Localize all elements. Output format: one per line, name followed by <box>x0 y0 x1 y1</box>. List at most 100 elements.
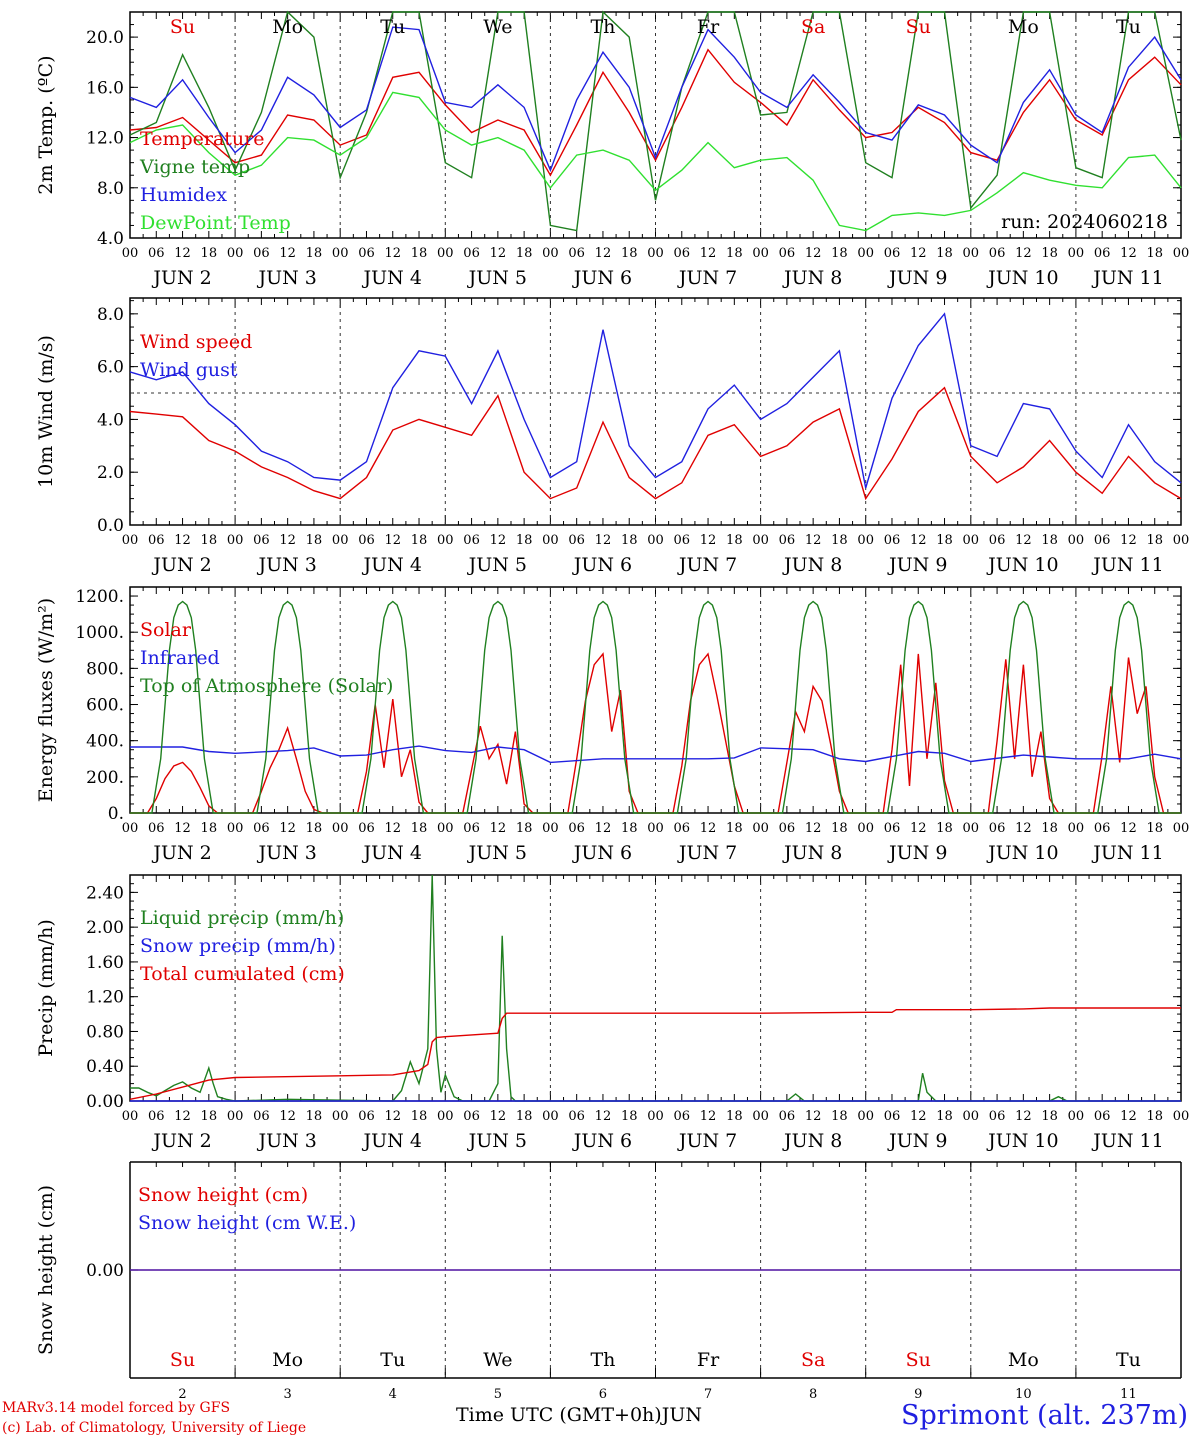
day-label: JUN 6 <box>572 554 632 576</box>
time-axis-title: Time UTC (GMT+0h)JUN <box>456 1404 702 1426</box>
hour-tick-label: 06 <box>674 533 691 548</box>
hour-tick-label: 12 <box>279 821 296 836</box>
day-label: JUN 2 <box>151 1130 211 1152</box>
hour-tick-label: 00 <box>1068 821 1085 836</box>
weekday-label: Tu <box>380 16 405 38</box>
hour-tick-label: 00 <box>227 246 244 261</box>
day-label: JUN 6 <box>572 267 632 289</box>
hour-tick-label: 06 <box>884 533 901 548</box>
day-label: JUN 10 <box>986 267 1058 289</box>
hour-tick-label: 06 <box>253 821 270 836</box>
hour-tick-label: 12 <box>279 1109 296 1124</box>
legend-entry: Infrared <box>140 647 220 669</box>
hour-tick-label: 12 <box>1120 1109 1137 1124</box>
hour-tick-label: 06 <box>568 246 585 261</box>
hour-tick-label: 00 <box>647 1109 664 1124</box>
day-number-label: 7 <box>704 1387 712 1402</box>
hour-tick-label: 18 <box>306 533 323 548</box>
hour-tick-label: 18 <box>621 821 638 836</box>
hour-tick-label: 06 <box>779 533 796 548</box>
y-tick-label: 800. <box>86 659 124 679</box>
day-label: JUN 7 <box>677 1130 737 1152</box>
weekday-label: Fr <box>697 16 720 38</box>
day-label: JUN 8 <box>782 842 842 864</box>
hour-tick-label: 18 <box>201 246 218 261</box>
hour-tick-label: 18 <box>306 1109 323 1124</box>
hour-tick-label: 00 <box>857 821 874 836</box>
y-tick-label: 0.00 <box>86 1092 124 1112</box>
series-line <box>129 1007 1181 1100</box>
legend-entry: Temperature <box>140 128 264 150</box>
y-tick-label: 2.0 <box>97 463 124 483</box>
day-label: JUN 4 <box>362 554 422 576</box>
hour-tick-label: 12 <box>700 1109 717 1124</box>
hour-tick-label: 00 <box>332 246 349 261</box>
hour-tick-label: 18 <box>726 821 743 836</box>
day-number-label: 9 <box>914 1387 922 1402</box>
hour-tick-label: 12 <box>805 821 822 836</box>
hour-tick-label: 12 <box>700 533 717 548</box>
day-label: JUN 9 <box>887 842 947 864</box>
hour-tick-label: 00 <box>122 533 139 548</box>
hour-tick-label: 00 <box>1173 821 1190 836</box>
hour-tick-label: 00 <box>647 246 664 261</box>
y-tick-label: 400. <box>86 732 124 752</box>
day-label: JUN 10 <box>986 554 1058 576</box>
hour-tick-label: 12 <box>1015 821 1032 836</box>
hour-tick-label: 00 <box>542 821 559 836</box>
day-number-label: 4 <box>389 1387 397 1402</box>
hour-tick-label: 06 <box>884 246 901 261</box>
model-credit: MARv3.14 model forced by GFS <box>2 1400 231 1416</box>
hour-tick-label: 06 <box>989 821 1006 836</box>
hour-tick-label: 18 <box>726 1109 743 1124</box>
hour-tick-label: 00 <box>332 533 349 548</box>
legend-entry: Top of Atmosphere (Solar) <box>140 675 393 697</box>
series-line <box>129 312 1182 489</box>
hour-tick-label: 06 <box>358 246 375 261</box>
hour-tick-label: 06 <box>1094 533 1111 548</box>
hour-tick-label: 00 <box>963 821 980 836</box>
y-tick-label: 4.0 <box>97 410 124 430</box>
hour-tick-label: 18 <box>1041 821 1058 836</box>
legend-entry: DewPoint Temp <box>140 212 291 234</box>
y-tick-label: 4.0 <box>97 229 124 249</box>
weekday-label: Sa <box>801 16 825 38</box>
legend-entry: Total cumulated (cm) <box>140 963 345 985</box>
hour-tick-label: 00 <box>542 246 559 261</box>
hour-tick-label: 00 <box>332 821 349 836</box>
hour-tick-label: 12 <box>805 246 822 261</box>
day-label: JUN 11 <box>1091 554 1163 576</box>
hour-tick-label: 06 <box>358 821 375 836</box>
y-tick-label: 0.80 <box>86 1022 124 1042</box>
hour-tick-label: 06 <box>779 821 796 836</box>
weekday-label: Su <box>906 16 931 38</box>
panel-2-ylabel: 10m Wind (m/s) <box>35 335 57 488</box>
weekday-label: Tu <box>380 1349 405 1371</box>
hour-tick-label: 12 <box>1120 821 1137 836</box>
hour-tick-label: 18 <box>306 246 323 261</box>
hour-tick-label: 06 <box>463 821 480 836</box>
day-label: JUN 8 <box>782 1130 842 1152</box>
hour-tick-label: 12 <box>174 821 191 836</box>
hour-tick-label: 06 <box>779 1109 796 1124</box>
hour-tick-label: 00 <box>1068 1109 1085 1124</box>
day-label: JUN 3 <box>256 267 316 289</box>
day-label: JUN 9 <box>887 554 947 576</box>
hour-tick-label: 06 <box>253 1109 270 1124</box>
weekday-label: Mo <box>272 1349 303 1371</box>
y-tick-label: 16.0 <box>86 78 124 98</box>
hour-tick-label: 06 <box>358 533 375 548</box>
hour-tick-label: 18 <box>936 246 953 261</box>
hour-tick-label: 18 <box>1146 821 1163 836</box>
hour-tick-label: 06 <box>253 533 270 548</box>
hour-tick-label: 00 <box>857 1109 874 1124</box>
y-tick-label: 8.0 <box>97 179 124 199</box>
hour-tick-label: 18 <box>936 821 953 836</box>
weekday-label: Su <box>906 1349 931 1371</box>
hour-tick-label: 06 <box>1094 1109 1111 1124</box>
hour-tick-label: 12 <box>595 1109 612 1124</box>
series-line <box>130 745 1182 764</box>
hour-tick-label: 06 <box>148 821 165 836</box>
y-tick-label: 2.00 <box>86 918 124 938</box>
hour-tick-label: 00 <box>437 246 454 261</box>
